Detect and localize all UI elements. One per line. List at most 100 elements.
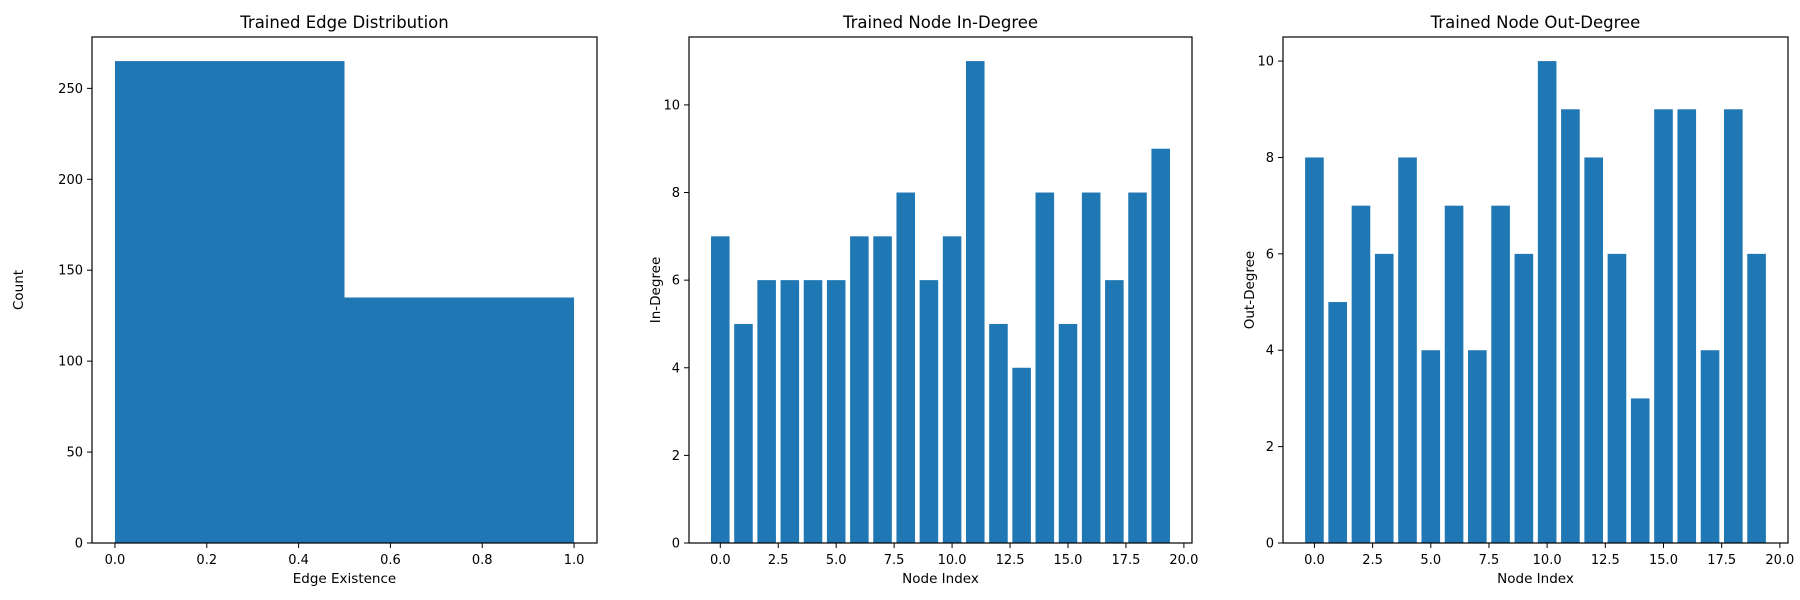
x-ticks: 0.0 2.5 5.0 7.5 10.0 12.5 15.0 17.5 20.0 [710, 543, 1198, 568]
x-tick-label: 12.5 [1591, 553, 1620, 568]
x-tick-label: 0.8 [472, 553, 493, 568]
y-tick-label: 4 [672, 361, 680, 376]
plot-frame [688, 36, 1193, 544]
chart-title: Trained Node In-Degree [842, 13, 1038, 32]
x-tick-label: 5.0 [826, 553, 847, 568]
bar [780, 280, 800, 543]
x-tick-label: 20.0 [1169, 553, 1198, 568]
y-axis-label: Out-Degree [1242, 251, 1258, 329]
y-tick-label: 200 [58, 173, 83, 188]
x-tick-label: 10.0 [938, 553, 967, 568]
y-tick-label: 6 [672, 274, 680, 289]
y-tick-label: 6 [1266, 247, 1274, 262]
x-tick-label: 0.6 [380, 553, 401, 568]
bar [1151, 148, 1170, 543]
chart-title: Trained Edge Distribution [239, 13, 449, 32]
y-tick-label: 0 [75, 537, 83, 552]
bar [1374, 253, 1394, 543]
bar [1514, 253, 1534, 543]
bar [1468, 350, 1487, 543]
y-tick-label: 8 [672, 186, 680, 201]
x-tick-label: 7.5 [1479, 553, 1500, 568]
panel-node-in-degree: 0.0 2.5 5.0 7.5 10.0 12.5 15.0 17.5 20.0 0 2 4 6 8 10… [648, 13, 1198, 587]
bar [1444, 205, 1464, 543]
bar [1584, 157, 1603, 543]
bar [1607, 253, 1627, 543]
histogram-bar [114, 61, 345, 543]
bar [1630, 398, 1650, 543]
x-tick-label: 2.5 [1362, 553, 1383, 568]
y-tick-label: 100 [58, 355, 83, 370]
bar [896, 192, 916, 543]
x-tick-label: 2.5 [768, 553, 789, 568]
y-tick-label: 10 [663, 98, 680, 113]
bars-layer [1305, 61, 1766, 544]
x-tick-label: 10.0 [1533, 553, 1562, 568]
y-tick-label: 10 [1257, 55, 1274, 70]
y-tick-label: 50 [66, 446, 83, 461]
panel-edge-distribution: 0.0 0.2 0.4 0.6 0.8 1.0 0 50 100 150 200 250 Train… [11, 13, 598, 587]
bar [850, 236, 869, 544]
histogram-bar [344, 297, 575, 543]
x-axis-label: Node Index [1497, 571, 1574, 587]
x-ticks: 0.0 2.5 5.0 7.5 10.0 12.5 15.0 17.5 20.0 [1304, 543, 1794, 568]
x-tick-label: 1.0 [564, 553, 585, 568]
x-tick-label: 0.0 [105, 553, 126, 568]
x-tick-label: 17.5 [1111, 553, 1140, 568]
plot-frame [91, 36, 598, 544]
y-tick-label: 150 [58, 264, 83, 279]
bar [803, 280, 823, 543]
bar [1035, 192, 1055, 543]
y-tick-label: 250 [58, 82, 83, 97]
x-tick-label: 0.2 [196, 553, 217, 568]
bar [942, 236, 962, 544]
x-tick-label: 0.4 [288, 553, 309, 568]
y-ticks: 0 2 4 6 8 10 [1257, 55, 1283, 552]
panel-node-out-degree: 0.0 2.5 5.0 7.5 10.0 12.5 15.0 17.5 20.0 0 2 4 6 8 10… [1242, 13, 1794, 587]
bars-layer [114, 61, 575, 543]
bar [1328, 302, 1347, 543]
y-tick-label: 2 [1266, 440, 1274, 455]
bar [757, 280, 776, 543]
bar [1677, 109, 1697, 544]
y-axis-label: Count [11, 270, 27, 310]
x-tick-label: 0.0 [710, 553, 731, 568]
x-tick-label: 15.0 [1054, 553, 1083, 568]
y-tick-label: 8 [1266, 151, 1274, 166]
chart-title: Trained Node Out-Degree [1430, 13, 1641, 32]
plot-frame [1282, 36, 1789, 544]
x-tick-label: 12.5 [996, 553, 1025, 568]
y-tick-label: 4 [1266, 344, 1274, 359]
bar [1491, 205, 1510, 543]
x-tick-label: 15.0 [1649, 553, 1678, 568]
x-ticks: 0.0 0.2 0.4 0.6 0.8 1.0 [105, 543, 585, 568]
y-tick-label: 0 [1266, 537, 1274, 552]
bar [1724, 109, 1743, 544]
bar [734, 323, 753, 543]
bar [1421, 350, 1441, 543]
bar [873, 236, 892, 544]
y-tick-label: 0 [672, 537, 680, 552]
bar [1081, 192, 1101, 543]
bar [1561, 109, 1580, 544]
x-tick-label: 20.0 [1765, 553, 1794, 568]
bar [1700, 350, 1720, 543]
bar [1537, 61, 1557, 543]
x-axis-label: Edge Existence [293, 571, 396, 587]
bar [1058, 323, 1078, 543]
x-tick-label: 5.0 [1420, 553, 1441, 568]
x-tick-label: 0.0 [1304, 553, 1325, 568]
bar [965, 61, 985, 543]
x-axis-label: Node Index [902, 571, 979, 587]
bar [711, 236, 730, 544]
bar [1128, 192, 1147, 543]
y-tick-label: 2 [672, 449, 680, 464]
bar [1747, 253, 1766, 543]
bar [1398, 157, 1417, 543]
bar [1305, 157, 1324, 543]
y-axis-label: In-Degree [648, 257, 664, 324]
bar [989, 323, 1008, 543]
bar [1654, 109, 1673, 544]
bar [1351, 205, 1371, 543]
